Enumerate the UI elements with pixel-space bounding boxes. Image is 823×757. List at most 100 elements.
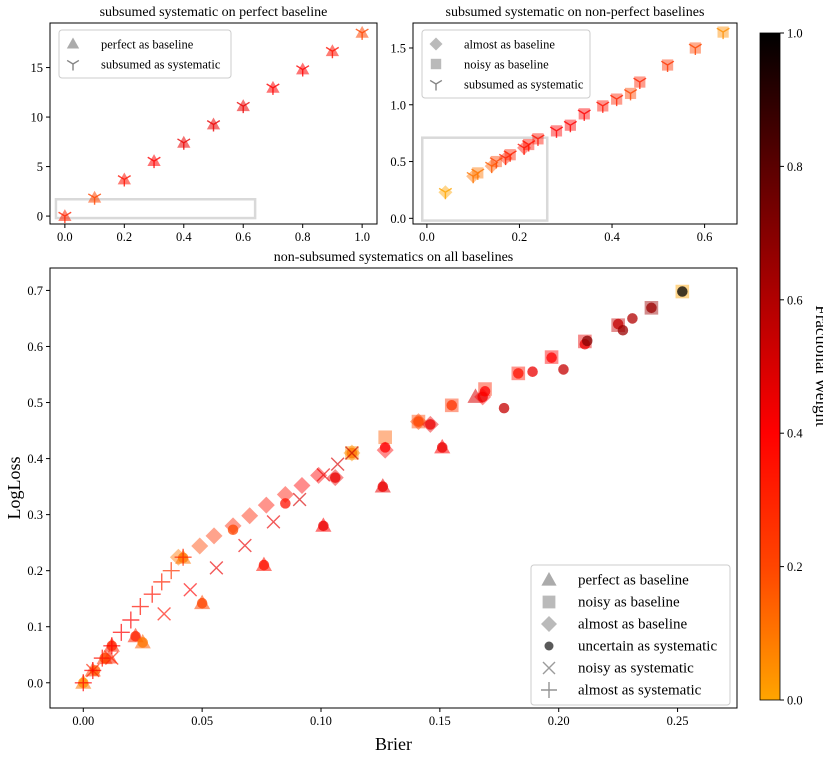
legend-label: subsumed as systematic (464, 78, 584, 92)
axes-frame (49, 267, 738, 709)
legend-entry: noisy as baseline (542, 595, 680, 611)
legend-label: almost as baseline (578, 617, 687, 633)
y-tick-label: 0.0 (27, 676, 43, 690)
x-tick-label: 0.6 (235, 230, 251, 244)
data-point (377, 481, 389, 492)
data-point (596, 101, 610, 113)
data-point (503, 150, 517, 162)
legend-marker-circle (544, 641, 554, 651)
series-noisy-as-systematic (85, 446, 359, 678)
data-point (137, 637, 148, 648)
axes-frame (412, 22, 738, 225)
data-point (206, 117, 221, 130)
subplot-title: subsumed systematic on perfect baseline (100, 5, 328, 20)
colorbar-gradient (759, 32, 781, 701)
data-point (623, 88, 638, 101)
data-point (122, 611, 140, 629)
data-point (196, 597, 208, 609)
x-tick-label: 0.6 (697, 230, 713, 244)
y-tick-label: 0.0 (390, 212, 406, 226)
data-point (258, 559, 270, 571)
data-point (293, 476, 311, 494)
data-point (236, 101, 250, 114)
data-point (425, 419, 436, 430)
colorbar-label: Fractional Weight (812, 305, 823, 427)
data-point (177, 135, 191, 148)
data-point (103, 637, 121, 655)
legend: almost as baseline noisy as baseline subsu… (421, 29, 591, 99)
y-tick-label: 0.1 (27, 620, 43, 634)
data-point (413, 416, 424, 427)
series-almost-as-systematic (74, 548, 192, 692)
legend-entry: perfect as baseline (66, 37, 194, 52)
data-point (227, 524, 239, 536)
legend-label: subsumed as systematic (101, 58, 221, 72)
legend-entry: noisy as systematic (542, 661, 694, 677)
data-point (581, 335, 593, 347)
data-point (280, 498, 291, 509)
colorbar-tick-label: 0.2 (787, 560, 803, 574)
y-tick-label: 0.4 (27, 452, 43, 466)
data-point (191, 537, 209, 555)
data-point (688, 43, 703, 55)
y-tick-label: 0.2 (27, 564, 43, 578)
data-point (617, 324, 629, 336)
data-point (558, 364, 569, 375)
y-tick-label: 1.0 (390, 98, 406, 112)
data-point (87, 190, 102, 203)
legend-entry: subsumed as systematic (429, 78, 584, 92)
data-point (446, 400, 458, 411)
data-point (330, 457, 345, 472)
subplot-1: subsumed systematic on perfect baseline 0… (31, 5, 378, 244)
data-point (93, 649, 111, 667)
data-point (436, 442, 448, 453)
legend-entry: noisy as baseline (430, 58, 549, 72)
data-point (177, 138, 191, 150)
data-point (58, 209, 72, 221)
y-tick-label: 0 (37, 210, 43, 224)
y-tick-label: 0.6 (27, 340, 43, 354)
subplot-3: non-subsumed systematics on all baseline… (4, 250, 738, 754)
x-tick-label: 0.05 (191, 714, 213, 728)
data-point (546, 352, 557, 363)
legend-entry: almost as baseline (541, 616, 687, 633)
subplot-2: subsumed systematic on non-perfect basel… (390, 5, 738, 244)
x-tick-label: 0.25 (667, 714, 689, 728)
legend-marker-tri-down (429, 79, 443, 91)
legend-label: almost as baseline (464, 38, 555, 52)
data-point (131, 598, 149, 616)
series-subsumed-as-systematic (58, 28, 369, 224)
legend: perfect as baseline noisy as baseline almo… (530, 564, 731, 706)
colorbar-tick-label: 0.0 (787, 694, 803, 708)
legend: perfect as baseline subsumed as systemati… (58, 29, 232, 79)
x-tick-label: 0.4 (604, 230, 620, 244)
colorbar-tick-label: 0.4 (787, 427, 803, 441)
data-point (379, 442, 391, 453)
data-point (609, 94, 624, 107)
legend-entry: almost as baseline (429, 37, 555, 52)
legend-entry: perfect as baseline (541, 572, 689, 589)
data-point (563, 120, 578, 133)
data-point (531, 134, 545, 146)
data-point (329, 472, 341, 483)
legend-label: noisy as baseline (578, 595, 680, 611)
data-point (527, 366, 538, 377)
colorbar-tick-label: 1.0 (787, 27, 803, 41)
x-tick-label: 0.8 (295, 230, 311, 244)
x-tick-label: 1.0 (354, 230, 370, 244)
zoom-region-box (421, 136, 549, 222)
series-perfect-as-baseline (75, 388, 484, 689)
x-tick-label: 0.0 (57, 230, 73, 244)
y-axis-label: LogLoss (4, 457, 24, 520)
legend-frame (530, 564, 731, 706)
data-point (104, 651, 119, 665)
data-point (627, 313, 638, 324)
y-tick-label: 0.7 (27, 284, 43, 298)
legend-marker-x (542, 661, 556, 675)
data-point (325, 44, 340, 57)
data-point (633, 77, 647, 90)
data-point (345, 446, 359, 460)
legend-marker-square (542, 595, 556, 609)
data-point (325, 46, 340, 59)
